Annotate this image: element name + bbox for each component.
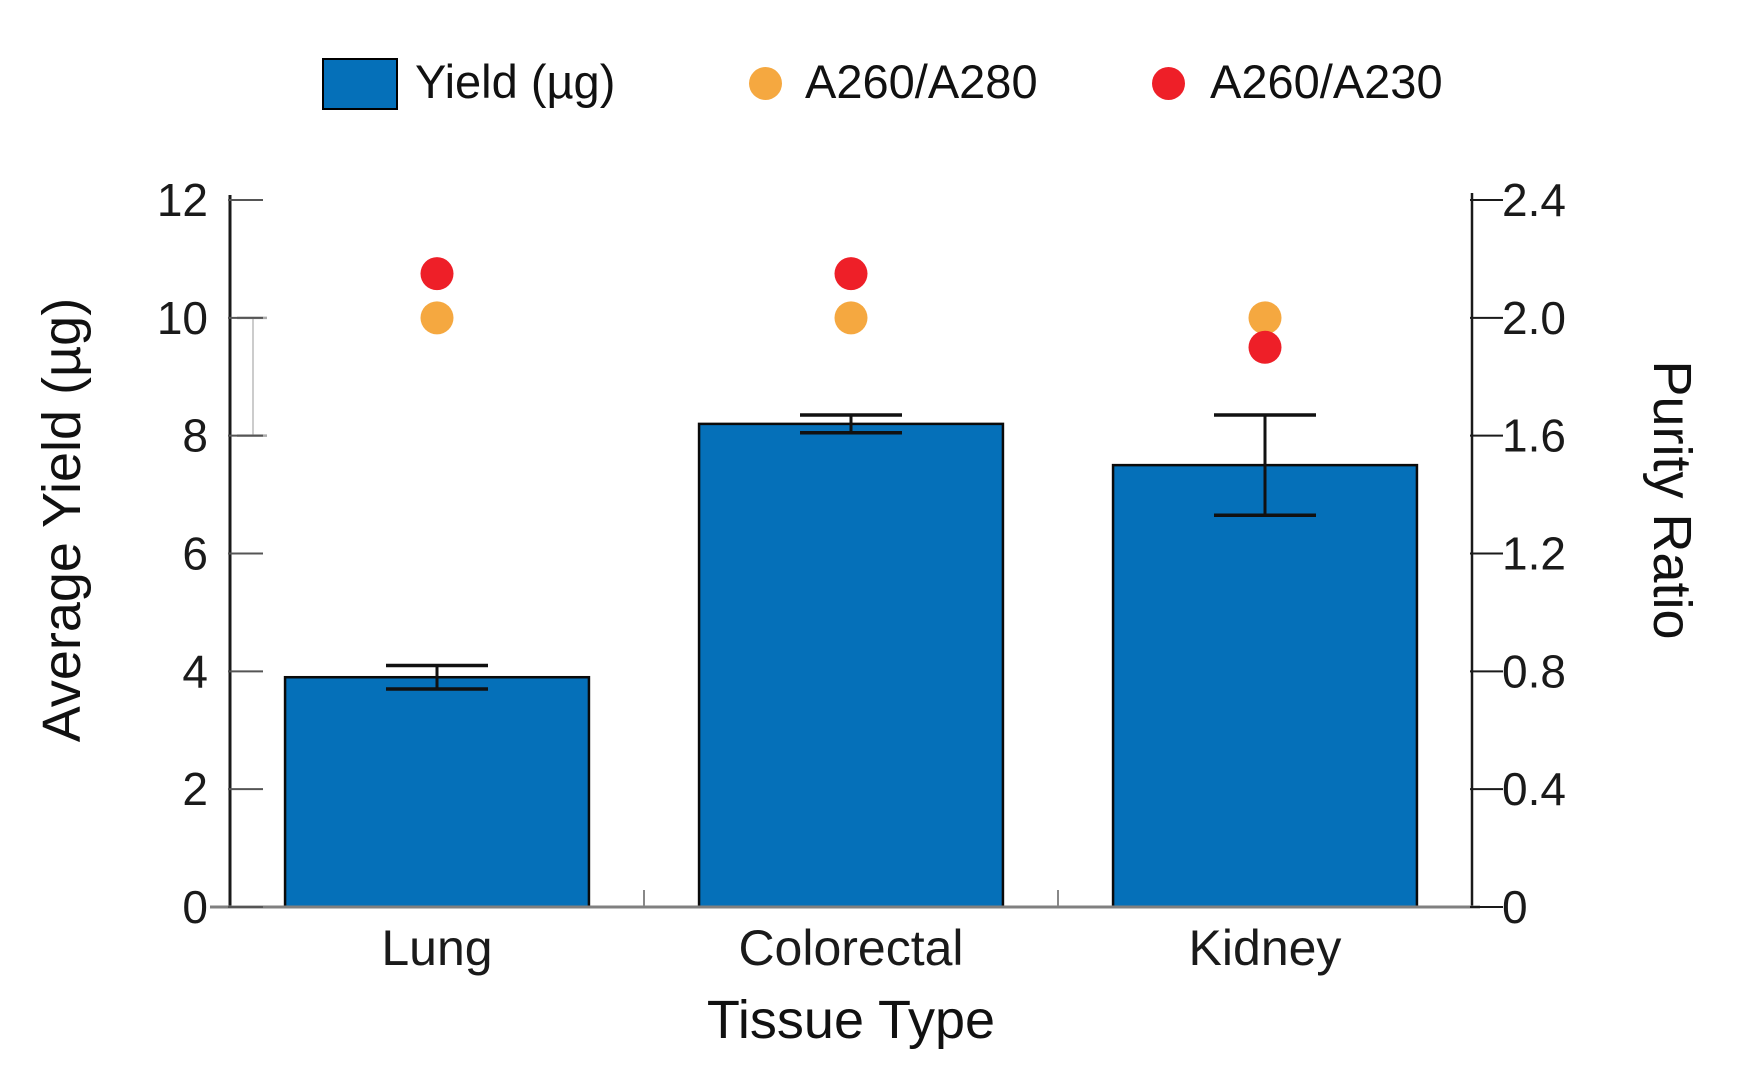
right-tick-label: 2.0 (1502, 292, 1566, 344)
x-tick-label-kidney: Kidney (1189, 920, 1342, 976)
left-tick-label: 8 (182, 410, 208, 462)
marker-a260-a280-colorectal (834, 301, 868, 335)
x-tick-label-lung: Lung (381, 920, 492, 976)
marker-a260-a230-kidney (1248, 330, 1282, 364)
x-axis-title: Tissue Type (706, 990, 996, 1050)
left-tick-label: 0 (182, 881, 208, 933)
right-tick-label: 2.4 (1502, 174, 1566, 226)
legend-label-a260-a230: A260/A230 (1210, 55, 1443, 108)
left-tick-label: 6 (182, 528, 208, 580)
marker-a260-a230-colorectal (834, 257, 868, 291)
right-tick-label: 1.2 (1502, 528, 1566, 580)
right-tick-label: 0.8 (1502, 645, 1566, 697)
bar-lung (283, 675, 591, 909)
left-tick-label: 10 (157, 292, 208, 344)
marker-a260-a280-lung (420, 301, 454, 335)
legend-label-a260-a280: A260/A280 (805, 55, 1038, 108)
legend-swatch-yield (322, 58, 398, 110)
left-tick-label: 12 (157, 174, 208, 226)
right-tick-label: 0 (1502, 881, 1528, 933)
marker-a260-a280-kidney (1248, 301, 1282, 335)
left-tick-label: 2 (182, 763, 208, 815)
right-tick-label: 0.4 (1502, 763, 1566, 815)
bar-colorectal (697, 422, 1005, 909)
legend-label-yield: Yield (µg) (415, 55, 616, 108)
left-tick-label: 4 (182, 645, 208, 697)
bar-kidney (1111, 463, 1419, 909)
legend-marker-a260-a280 (749, 67, 782, 100)
x-tick-label-colorectal: Colorectal (738, 920, 963, 976)
marker-a260-a230-lung (420, 257, 454, 291)
right-tick-label: 1.6 (1502, 410, 1566, 462)
legend-marker-a260-a230 (1152, 67, 1185, 100)
